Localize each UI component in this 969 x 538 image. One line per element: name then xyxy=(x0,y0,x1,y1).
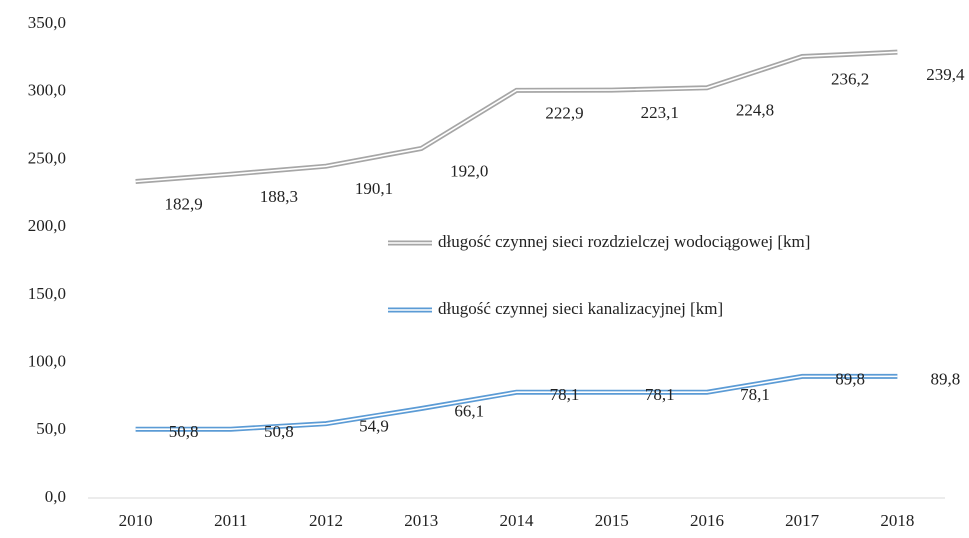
data-label: 66,1 xyxy=(454,401,484,420)
legend-label: długość czynnej sieci rozdzielczej wodoc… xyxy=(438,232,810,251)
data-label: 78,1 xyxy=(740,385,770,404)
data-label: 78,1 xyxy=(645,385,675,404)
y-tick-label: 0,0 xyxy=(45,487,66,506)
x-tick-label: 2015 xyxy=(595,511,629,530)
y-tick-label: 300,0 xyxy=(28,81,66,100)
x-tick-label: 2017 xyxy=(785,511,820,530)
data-label: 50,8 xyxy=(264,422,294,441)
data-label: 224,8 xyxy=(736,101,774,120)
data-label: 89,8 xyxy=(835,369,865,388)
y-tick-label: 150,0 xyxy=(28,284,66,303)
y-tick-label: 50,0 xyxy=(36,419,66,438)
x-tick-label: 2012 xyxy=(309,511,343,530)
data-label: 188,3 xyxy=(260,187,298,206)
data-label: 89,8 xyxy=(931,369,961,388)
x-tick-label: 2011 xyxy=(214,511,247,530)
y-tick-label: 100,0 xyxy=(28,351,66,370)
series-line xyxy=(135,373,898,432)
series-line xyxy=(135,49,898,184)
data-label: 54,9 xyxy=(359,417,389,436)
data-label: 192,0 xyxy=(450,161,488,180)
data-label: 78,1 xyxy=(550,385,580,404)
y-tick-label: 350,0 xyxy=(28,13,66,32)
data-label: 223,1 xyxy=(641,103,679,122)
x-tick-label: 2013 xyxy=(404,511,438,530)
x-tick-label: 2016 xyxy=(690,511,724,530)
series-line-inner xyxy=(135,375,898,431)
y-tick-label: 200,0 xyxy=(28,216,66,235)
data-label: 222,9 xyxy=(545,103,583,122)
x-tick-label: 2014 xyxy=(500,511,535,530)
x-tick-label: 2018 xyxy=(880,511,914,530)
series-line-inner xyxy=(135,51,898,183)
data-label: 182,9 xyxy=(164,194,202,213)
data-label: 190,1 xyxy=(355,179,393,198)
data-label: 50,8 xyxy=(169,422,199,441)
data-label: 239,4 xyxy=(926,65,965,84)
y-tick-label: 250,0 xyxy=(28,148,66,167)
x-tick-label: 2010 xyxy=(119,511,153,530)
legend-label: długość czynnej sieci kanalizacyjnej [km… xyxy=(438,299,723,318)
data-label: 236,2 xyxy=(831,69,869,88)
